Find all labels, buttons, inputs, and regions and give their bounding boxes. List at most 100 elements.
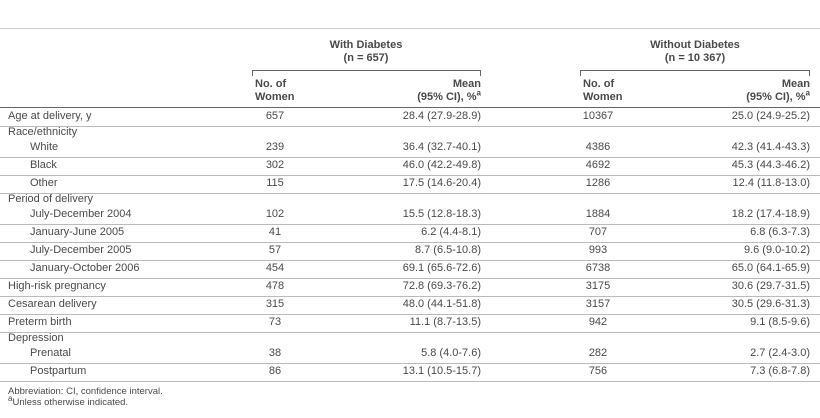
cell: 25.0 (24.9-25.2) <box>731 110 810 122</box>
group-bracket <box>252 70 481 71</box>
section-label: Depression <box>8 332 64 344</box>
cell: 239 <box>265 141 285 153</box>
row-label: High-risk pregnancy <box>8 280 106 292</box>
cell: 36.4 (32.7-40.1) <box>402 141 481 153</box>
row-label: White <box>30 141 59 153</box>
cell: 48.0 (44.1-51.8) <box>402 298 481 310</box>
cell: 18.2 (17.4-18.9) <box>731 208 810 220</box>
cell: 993 <box>588 244 608 256</box>
row-label: January-October 2006 <box>30 262 140 274</box>
cell: 41 <box>268 226 282 238</box>
bracket-tick <box>580 70 581 76</box>
superscript: a <box>476 88 481 98</box>
cell: 72.8 (69.3-76.2) <box>402 280 481 292</box>
column-header: (95% CI), %a <box>417 88 481 103</box>
cell: 65.0 (64.1-65.9) <box>731 262 810 274</box>
cell: 38 <box>268 347 282 359</box>
row-rule <box>0 193 820 194</box>
row-rule <box>0 314 820 315</box>
bracket-tick <box>809 70 810 76</box>
column-header: Mean <box>452 78 481 90</box>
cell: 69.1 (65.6-72.6) <box>402 262 481 274</box>
section-label: Race/ethnicity <box>8 126 78 138</box>
column-header: Women <box>255 91 295 103</box>
cell: 3157 <box>585 298 611 310</box>
row-label: July-December 2004 <box>30 208 132 220</box>
cell: 315 <box>265 298 285 310</box>
cell: 942 <box>588 316 608 328</box>
column-header: (95% CI), %a <box>746 88 810 103</box>
cell: 3175 <box>585 280 611 292</box>
cell: 756 <box>588 365 608 377</box>
cell: 12.4 (11.8-13.0) <box>732 177 810 189</box>
cell: 6.2 (4.4-8.1) <box>421 226 481 238</box>
cell: 86 <box>268 365 282 377</box>
cell: 11.1 (8.7-13.5) <box>409 316 481 328</box>
cell: 282 <box>588 347 608 359</box>
cell: 1884 <box>585 208 611 220</box>
cell: 2.7 (2.4-3.0) <box>750 347 810 359</box>
cell: 302 <box>265 159 285 171</box>
cell: 115 <box>266 177 284 189</box>
row-label: Postpartum <box>30 365 87 377</box>
column-header: No. of <box>255 78 287 90</box>
row-rule <box>0 224 820 225</box>
column-header: Mean <box>781 78 810 90</box>
cell: 478 <box>265 280 285 292</box>
section-label: Period of delivery <box>8 193 93 205</box>
cell: 9.6 (9.0-10.2) <box>743 244 810 256</box>
cell: 15.5 (12.8-18.3) <box>402 208 481 220</box>
column-header: Women <box>583 91 623 103</box>
row-label: Other <box>30 177 58 189</box>
cell: 28.4 (27.9-28.9) <box>402 110 481 122</box>
row-label: Prenatal <box>30 347 71 359</box>
group-title: With Diabetes <box>329 39 403 51</box>
group-title: Without Diabetes <box>650 39 740 51</box>
cell: 17.5 (14.6-20.4) <box>402 177 481 189</box>
cell: 6738 <box>585 262 611 274</box>
footnote: aUnless otherwise indicated. <box>8 393 129 408</box>
row-rule <box>0 175 820 176</box>
row-rule <box>0 126 820 127</box>
cell: 57 <box>268 244 282 256</box>
row-label: Black <box>30 159 57 171</box>
cell: 8.7 (6.5-10.8) <box>414 244 481 256</box>
cell: 73 <box>268 316 282 328</box>
cell: 6.8 (6.3-7.3) <box>750 226 810 238</box>
header-rule <box>0 107 820 108</box>
row-rule <box>0 260 820 261</box>
cell: 45.3 (44.3-46.2) <box>731 159 810 171</box>
row-rule <box>0 242 820 243</box>
cell: 42.3 (41.4-43.3) <box>731 141 810 153</box>
row-label: July-December 2005 <box>30 244 132 256</box>
row-rule <box>0 157 820 158</box>
cell: 5.8 (4.0-7.6) <box>421 347 481 359</box>
cell: 4386 <box>585 141 611 153</box>
cell: 102 <box>265 208 285 220</box>
cell: 46.0 (42.2-49.8) <box>402 159 481 171</box>
top-rule <box>0 28 820 29</box>
group-bracket <box>580 70 810 71</box>
cell: 7.3 (6.8-7.8) <box>750 365 810 377</box>
column-header: No. of <box>583 78 615 90</box>
footnote-text: Unless otherwise indicated. <box>12 397 129 408</box>
cell: 1286 <box>585 177 611 189</box>
row-label: January-June 2005 <box>30 226 125 238</box>
row-rule <box>0 296 820 297</box>
cell: 9.1 (8.5-9.6) <box>750 316 810 328</box>
superscript: a <box>8 393 13 403</box>
group-n: (n = 10 367) <box>664 52 726 64</box>
cell: 10367 <box>582 110 614 122</box>
row-label: Preterm birth <box>8 316 72 328</box>
group-n: (n = 657) <box>343 52 389 64</box>
cell: 707 <box>588 226 608 238</box>
row-rule <box>0 363 820 364</box>
bracket-tick <box>252 70 253 76</box>
row-rule <box>0 381 820 382</box>
cell: 30.6 (29.7-31.5) <box>731 280 810 292</box>
row-rule <box>0 278 820 279</box>
cell: 30.5 (29.6-31.3) <box>731 298 810 310</box>
cell: 4692 <box>585 159 611 171</box>
footnote-text: Abbreviation: CI, confidence interval. <box>8 386 163 397</box>
